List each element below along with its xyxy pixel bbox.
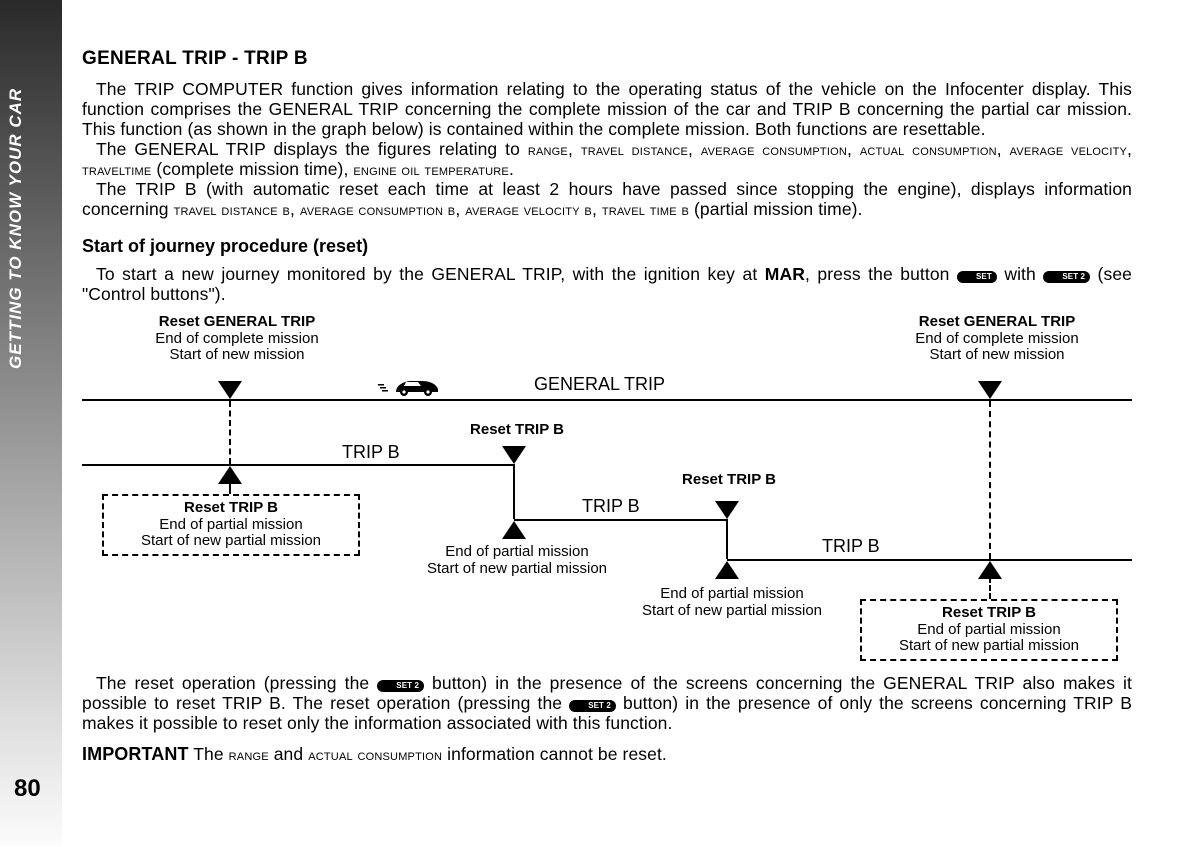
set-button-icon: SET <box>957 271 997 283</box>
reset-gt-title-left: Reset GENERAL TRIP <box>159 313 315 330</box>
general-trip-line <box>82 399 1132 401</box>
paragraph-intro: The TRIP COMPUTER function gives informa… <box>82 80 1132 140</box>
general-trip-axis-label: GENERAL TRIP <box>534 374 665 395</box>
reset-tb-l1-3: End of partial mission <box>660 585 803 602</box>
reset-tb-box-left: Reset TRIP B End of partial mission Star… <box>102 494 360 556</box>
page-content: GENERAL TRIP - TRIP B The TRIP COMPUTER … <box>82 48 1132 765</box>
reset-tb-box-right: Reset TRIP B End of partial mission Star… <box>860 599 1118 661</box>
page-number: 80 <box>14 775 41 803</box>
sidebar-title: GETTING TO KNOW YOUR CAR <box>6 88 26 369</box>
dash-conn-right <box>989 577 991 599</box>
reset-gt-title-right: Reset GENERAL TRIP <box>919 313 1075 330</box>
partial-end-label-2: End of partial mission Start of new part… <box>422 544 612 576</box>
reset-tb-label-2: Reset TRIP B <box>452 422 582 438</box>
sc-avg-consumption: average consumption <box>701 141 847 159</box>
reset-tb-box-right-l1: End of partial mission <box>917 621 1060 638</box>
trip-b-label-2: TRIP B <box>582 496 640 517</box>
reset-tb-title-2: Reset TRIP B <box>470 421 564 438</box>
reset-tb-box-left-title: Reset TRIP B <box>184 499 278 516</box>
solid-v3 <box>726 519 728 559</box>
reset-gt-l2-left: Start of new mission <box>169 346 304 363</box>
paragraph-trip-b-items: The TRIP B (with automatic reset each ti… <box>82 180 1132 220</box>
trip-diagram: Reset GENERAL TRIP End of complete missi… <box>82 314 1132 674</box>
p2-lead: The GENERAL TRIP displays the figures re… <box>96 139 528 159</box>
imp-b: and <box>269 744 308 764</box>
mar-bold: MAR <box>765 264 805 284</box>
sidebar-gradient: GETTING TO KNOW YOUR CAR 80 <box>0 0 62 847</box>
trip-b-line-3 <box>727 559 1132 561</box>
subheading-reset: Start of journey procedure (reset) <box>82 236 1132 257</box>
p2-tail1: (complete mission time), <box>151 159 353 179</box>
sc-actual-consumption-2: actual consumption <box>308 746 442 764</box>
trip-b-line-2 <box>514 519 727 521</box>
gt-reset-marker-right <box>978 381 1002 399</box>
sc-travel-time-b: travel time b <box>602 201 689 219</box>
paragraph-start-journey: To start a new journey monitored by the … <box>82 265 1132 305</box>
trip-b-label-3: TRIP B <box>822 536 880 557</box>
section-title: GENERAL TRIP - TRIP B <box>82 48 1132 70</box>
sc-range-2: range <box>229 746 269 764</box>
gt-reset-marker-left <box>218 381 242 399</box>
reset-tb-label-3: Reset TRIP B <box>664 472 794 488</box>
reset-tb-box-right-title: Reset TRIP B <box>942 604 1036 621</box>
sc-traveltime: traveltime <box>82 161 151 179</box>
trip-b-label-1: TRIP B <box>342 442 400 463</box>
reset-tb-title-3: Reset TRIP B <box>682 471 776 488</box>
sc-travel-distance: travel distance <box>581 141 688 159</box>
important-label: IMPORTANT <box>82 744 189 764</box>
dash-conn-left <box>229 482 231 494</box>
paragraph-general-trip-items: The GENERAL TRIP displays the figures re… <box>82 140 1132 180</box>
reset-gt-l1-right: End of complete mission <box>915 330 1078 347</box>
sc-engine-oil-temp: engine oil temperature <box>353 161 509 179</box>
reset-gt-l2-right: Start of new mission <box>929 346 1064 363</box>
sc-avg-velocity-b: average velocity b <box>465 201 592 219</box>
reset-tb-l2-2: Start of new partial mission <box>427 560 607 577</box>
dash-v4 <box>989 401 991 559</box>
imp-a: The <box>189 744 229 764</box>
solid-v2 <box>513 464 515 519</box>
dash-v1 <box>229 401 231 464</box>
reset-tb-box-right-l2: Start of new partial mission <box>899 637 1079 654</box>
reset-gt-l1-left: End of complete mission <box>155 330 318 347</box>
paragraph-important: IMPORTANT The range and actual consumpti… <box>82 744 1132 765</box>
reset-gt-label-left: Reset GENERAL TRIP End of complete missi… <box>142 314 332 363</box>
imp-c: information cannot be reset. <box>442 744 667 764</box>
partial-end-label-3: End of partial mission Start of new part… <box>637 586 827 618</box>
set2-button-icon: SET 2 <box>1043 271 1090 283</box>
tb-reset-marker-2 <box>502 446 526 464</box>
p4-c: with <box>997 264 1043 284</box>
reset-tb-l2-3: Start of new partial mission <box>642 602 822 619</box>
reset-tb-l1-2: End of partial mission <box>445 543 588 560</box>
reset-tb-box-left-l2: Start of new partial mission <box>141 532 321 549</box>
p4-a: To start a new journey monitored by the … <box>96 264 765 284</box>
tb-reset-marker-3 <box>715 501 739 519</box>
sc-range: range <box>528 141 568 159</box>
car-icon <box>378 374 440 398</box>
reset-gt-label-right: Reset GENERAL TRIP End of complete missi… <box>902 314 1092 363</box>
sc-travel-distance-b: travel distance b <box>174 201 290 219</box>
sc-actual-consumption: actual consumption <box>860 141 997 159</box>
p3-tail: (partial mission time). <box>689 199 863 219</box>
paragraph-reset-explain: The reset operation (pressing the SET 2 … <box>82 674 1132 734</box>
sc-avg-velocity: average velocity <box>1010 141 1127 159</box>
trip-b-line-1 <box>82 464 514 466</box>
tb-up-marker-3 <box>715 561 739 579</box>
sc-avg-consumption-b: average consumption b <box>300 201 455 219</box>
tb-up-marker-2 <box>502 521 526 539</box>
set2-button-icon-3: SET 2 <box>569 700 616 712</box>
p4-b: , press the button <box>805 264 957 284</box>
p5-a: The reset operation (pressing the <box>96 673 377 693</box>
reset-tb-box-left-l1: End of partial mission <box>159 516 302 533</box>
set2-button-icon-2: SET 2 <box>377 680 424 692</box>
